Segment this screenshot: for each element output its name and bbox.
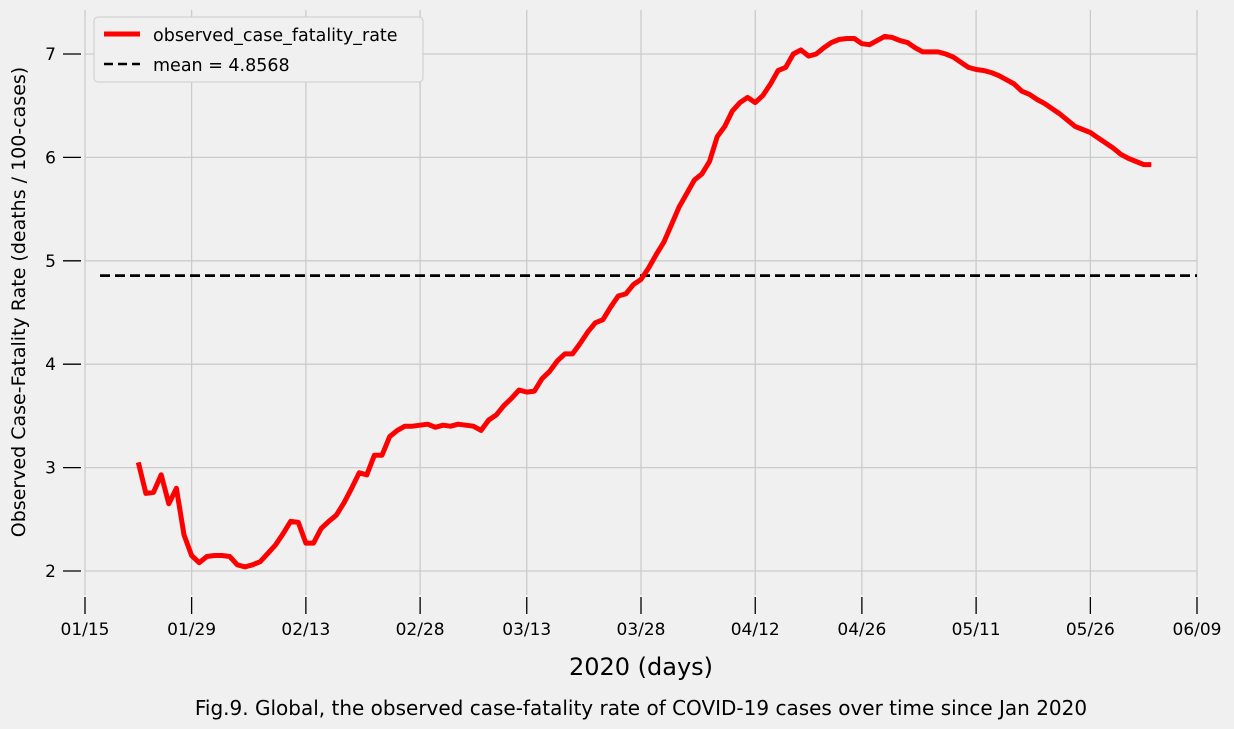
y-axis-label: Observed Case-Fatality Rate (deaths / 10…: [8, 67, 30, 537]
x-tick-label: 04/12: [731, 620, 780, 640]
y-tick-label: 4: [45, 355, 56, 375]
x-tick-label: 02/28: [396, 620, 445, 640]
x-axis-label: 2020 (days): [569, 653, 713, 681]
x-tick-label: 06/09: [1173, 620, 1222, 640]
x-tick-label: 01/15: [61, 620, 110, 640]
y-tick-label: 7: [45, 45, 56, 65]
y-tick-label: 5: [45, 252, 56, 272]
x-tick-label: 01/29: [167, 620, 216, 640]
legend-box: [93, 16, 424, 83]
figure-caption: Fig.9. Global, the observed case-fatalit…: [195, 696, 1087, 720]
y-tick-label: 6: [45, 148, 56, 168]
legend: observed_case_fatality_rate mean = 4.856…: [93, 16, 424, 83]
series-layer: [100, 33, 1197, 570]
x-tick-label: 04/26: [837, 620, 886, 640]
x-tick-label: 03/28: [617, 620, 666, 640]
legend-label-mean: mean = 4.8568: [153, 56, 290, 76]
x-tick-label: 05/26: [1066, 620, 1115, 640]
legend-label-observed: observed_case_fatality_rate: [153, 26, 398, 46]
x-tick-label: 03/13: [502, 620, 551, 640]
x-axis-ticks: 01/15 01/29 02/13 02/28 03/13 03/28 04/12 04/26…: [61, 597, 1222, 640]
observed-cfr-line: [135, 33, 1152, 570]
y-tick-label: 3: [45, 459, 56, 479]
y-axis-ticks: 2 3 4 5 6 7: [45, 45, 81, 582]
x-tick-label: 02/13: [281, 620, 330, 640]
y-tick-label: 2: [45, 562, 56, 582]
x-tick-label: 05/11: [952, 620, 1001, 640]
